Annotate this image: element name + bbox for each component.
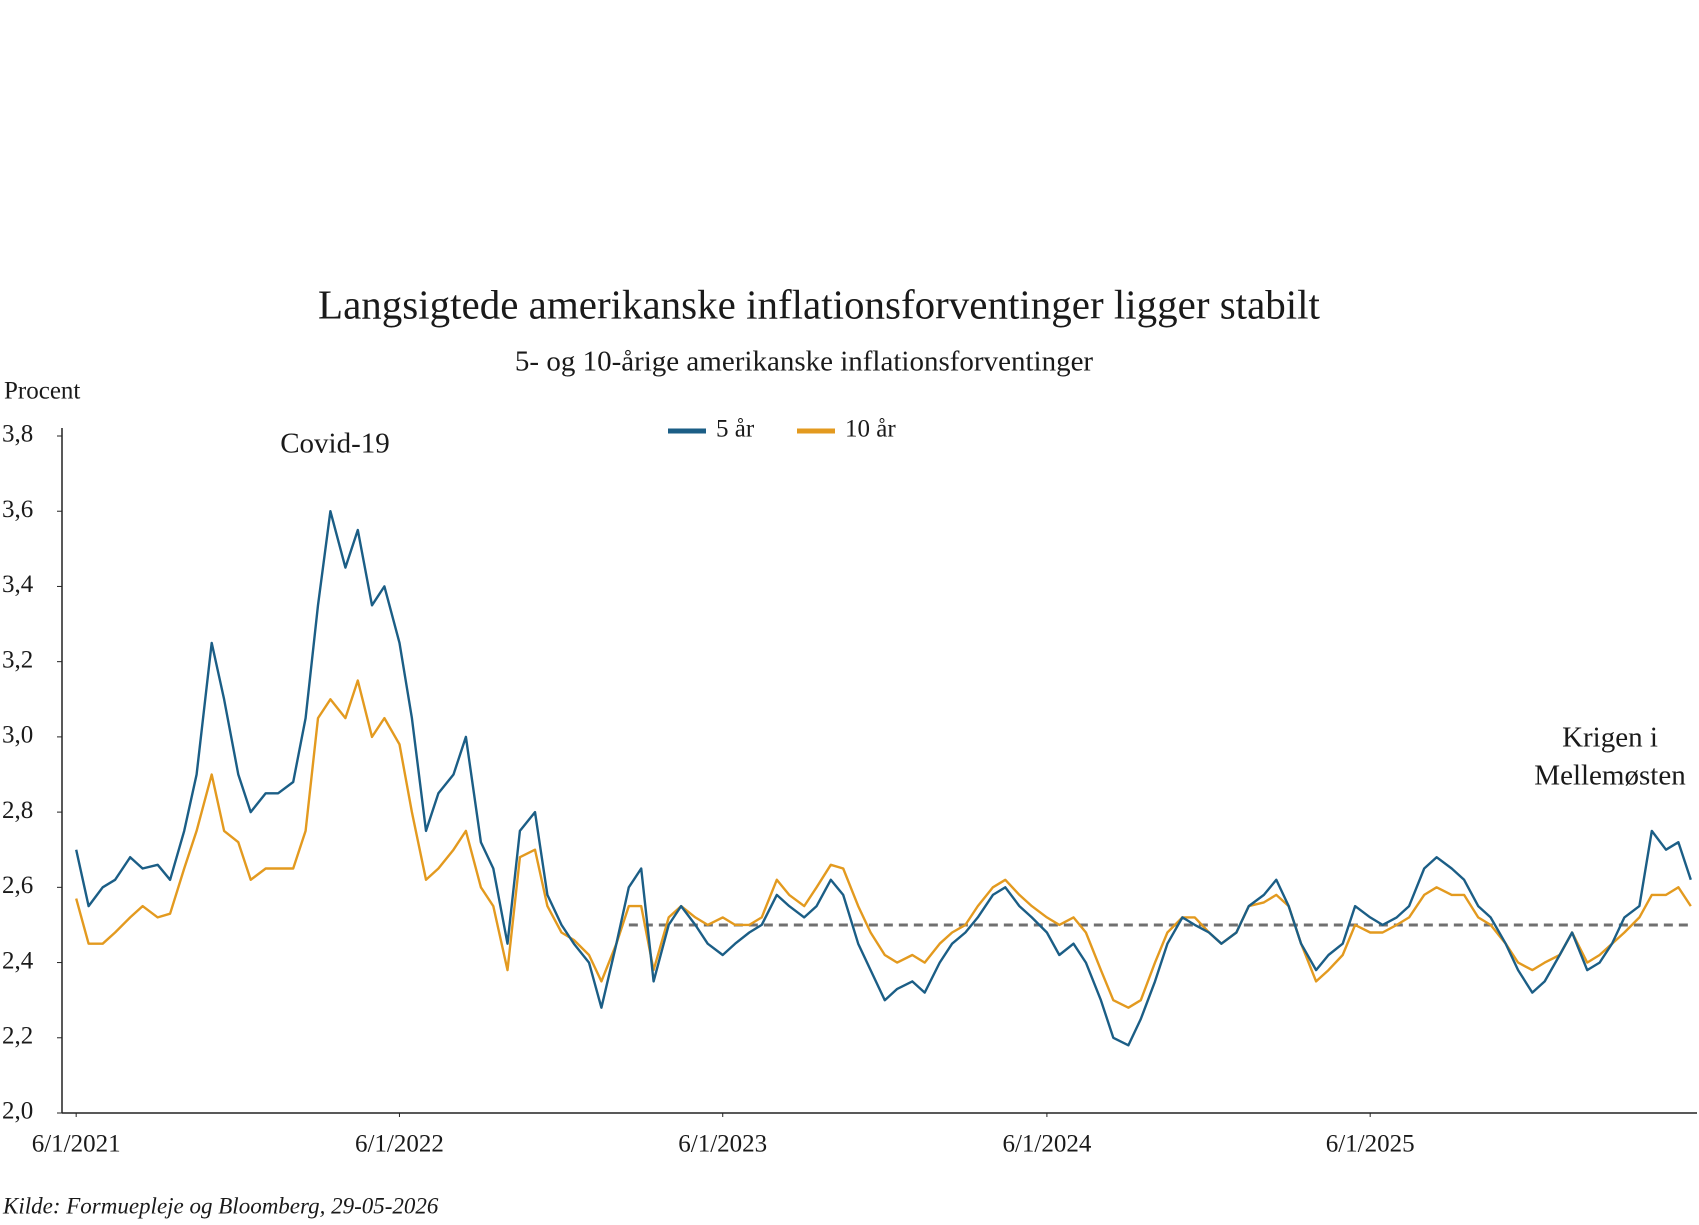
y-tick-label: 2,2 bbox=[2, 1023, 33, 1050]
series-line bbox=[75, 510, 1692, 1047]
annotation: Mellemøsten bbox=[1534, 760, 1686, 792]
y-tick-label: 2,6 bbox=[2, 872, 33, 899]
y-tick-label: 3,2 bbox=[2, 646, 33, 673]
annotation: Krigen i bbox=[1562, 722, 1658, 754]
x-tick-label: 6/1/2023 bbox=[678, 1131, 767, 1158]
y-tick-label: 2,4 bbox=[2, 947, 34, 974]
y-tick-label: 3,4 bbox=[2, 571, 34, 598]
chart-subtitle: 5- og 10-årige amerikanske inflationsfor… bbox=[515, 346, 1094, 378]
x-tick-label: 6/1/2025 bbox=[1326, 1131, 1415, 1158]
chart-title: Langsigtede amerikanske inflationsforven… bbox=[318, 281, 1321, 327]
x-tick-label: 6/1/2024 bbox=[1002, 1131, 1091, 1158]
source: Kilde: Formuepleje og Bloomberg, 29-05-2… bbox=[2, 1193, 439, 1218]
series-line bbox=[75, 679, 1692, 1009]
y-tick-label: 2,8 bbox=[2, 797, 33, 824]
annotation: Covid-19 bbox=[280, 428, 390, 460]
y-tick-label: 3,8 bbox=[2, 421, 33, 448]
y-tick-label: 2,0 bbox=[2, 1098, 33, 1125]
y-tick-label: 3,6 bbox=[2, 496, 33, 523]
legend-label: 10 år bbox=[845, 416, 896, 443]
y-axis-label: Procent bbox=[4, 378, 80, 405]
y-tick-label: 3,0 bbox=[2, 722, 33, 749]
legend-label: 5 år bbox=[716, 416, 755, 443]
x-tick-label: 6/1/2021 bbox=[32, 1131, 121, 1158]
x-tick-label: 6/1/2022 bbox=[355, 1131, 444, 1158]
